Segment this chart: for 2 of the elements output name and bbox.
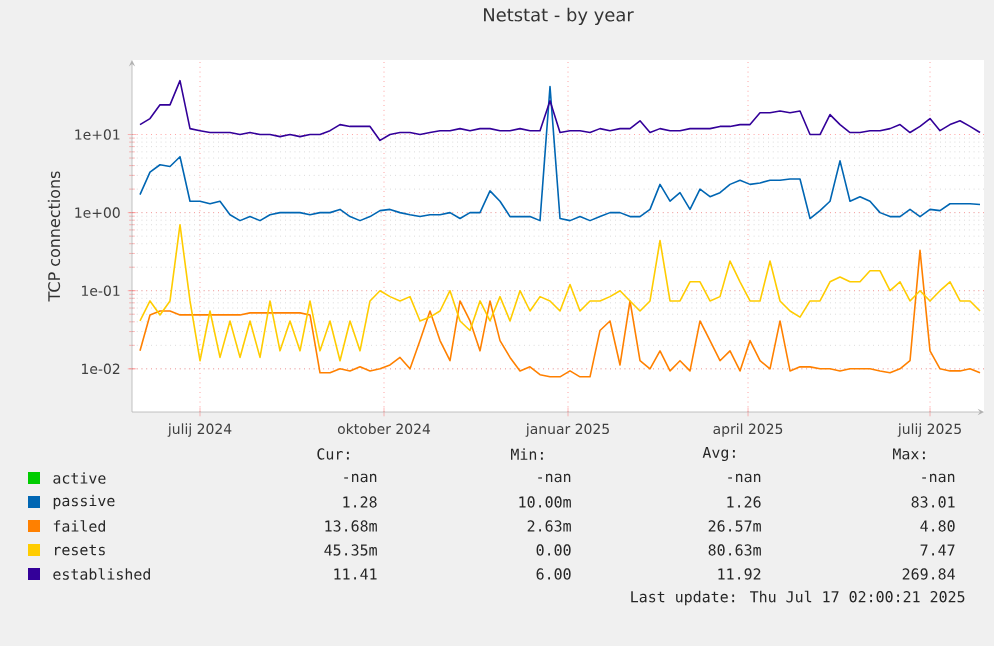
- chart-title: Netstat - by year: [484, 7, 634, 25]
- line-series: [139, 223, 981, 362]
